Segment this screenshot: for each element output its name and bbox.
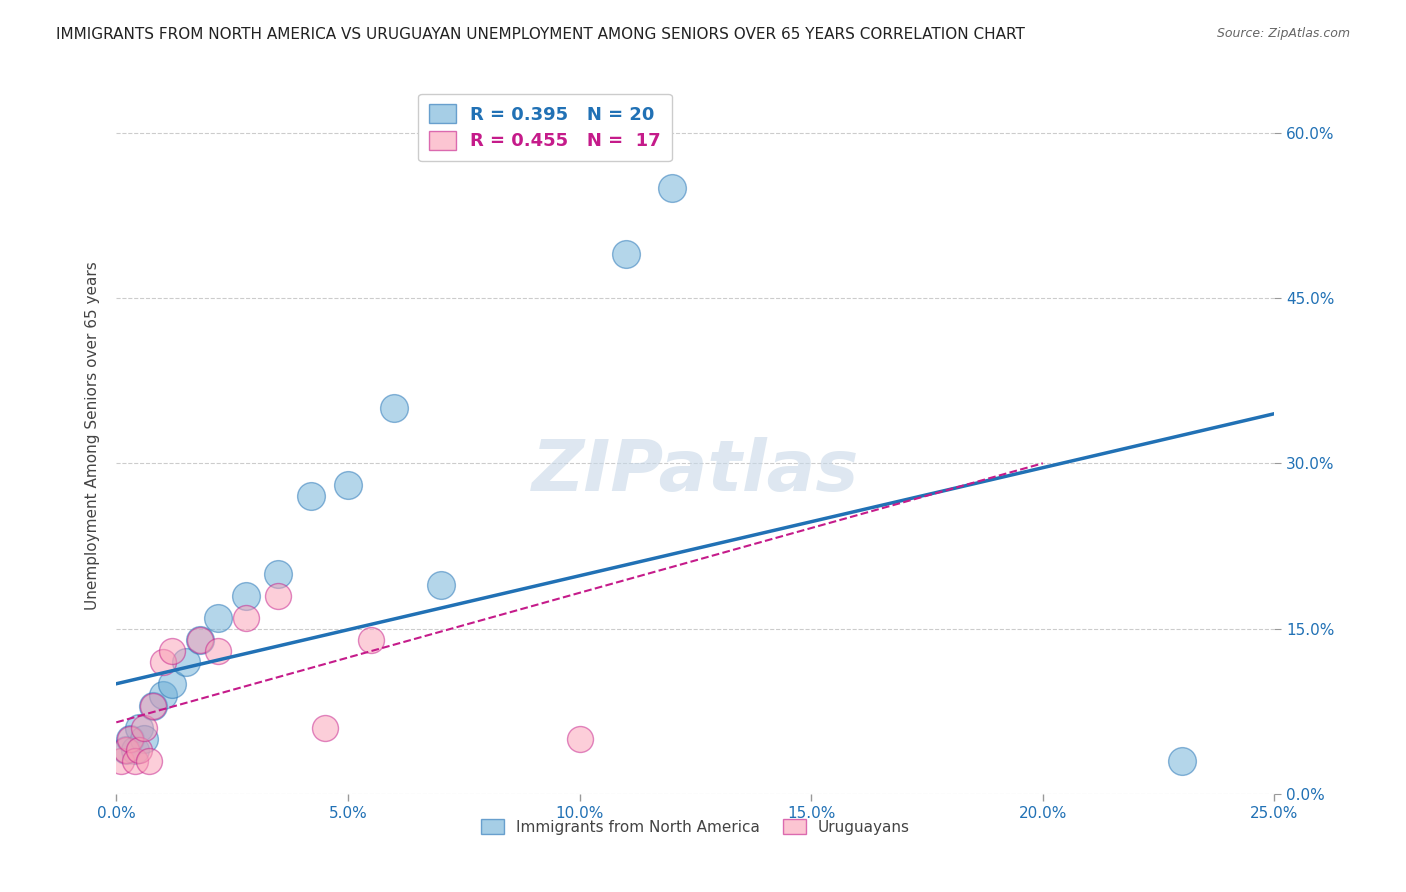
Point [124, 754, 146, 768]
Point [267, 566, 290, 581]
Point [138, 754, 160, 768]
Point [152, 688, 174, 702]
Point [360, 632, 382, 647]
Point [174, 655, 197, 669]
Point [114, 743, 136, 757]
Text: ZIPatlas: ZIPatlas [531, 437, 859, 506]
Point [336, 478, 359, 492]
Point [142, 698, 165, 713]
Point [160, 677, 183, 691]
Point [142, 698, 165, 713]
Point [188, 632, 211, 647]
Point [120, 731, 142, 746]
Point [299, 489, 322, 503]
Point [188, 632, 211, 647]
Point [568, 731, 591, 746]
Point [207, 643, 229, 657]
Point [267, 589, 290, 603]
Point [661, 180, 683, 194]
Point [128, 743, 150, 757]
Point [114, 743, 136, 757]
Point [314, 721, 336, 735]
Point [235, 610, 257, 624]
Point [207, 610, 229, 624]
Point [1171, 754, 1194, 768]
Text: Source: ZipAtlas.com: Source: ZipAtlas.com [1216, 27, 1350, 40]
Legend: Immigrants from North America, Uruguayans: Immigrants from North America, Uruguayan… [471, 809, 920, 844]
Point [614, 247, 637, 261]
Point [110, 754, 132, 768]
Point [132, 731, 155, 746]
Point [382, 401, 405, 416]
Point [429, 577, 451, 591]
Y-axis label: Unemployment Among Seniors over 65 years: Unemployment Among Seniors over 65 years [86, 261, 100, 610]
Point [128, 721, 150, 735]
Point [152, 655, 174, 669]
Point [160, 643, 183, 657]
Text: IMMIGRANTS FROM NORTH AMERICA VS URUGUAYAN UNEMPLOYMENT AMONG SENIORS OVER 65 YE: IMMIGRANTS FROM NORTH AMERICA VS URUGUAY… [56, 27, 1025, 42]
Point [120, 731, 142, 746]
Point [235, 589, 257, 603]
Point [132, 721, 155, 735]
Point [124, 743, 146, 757]
